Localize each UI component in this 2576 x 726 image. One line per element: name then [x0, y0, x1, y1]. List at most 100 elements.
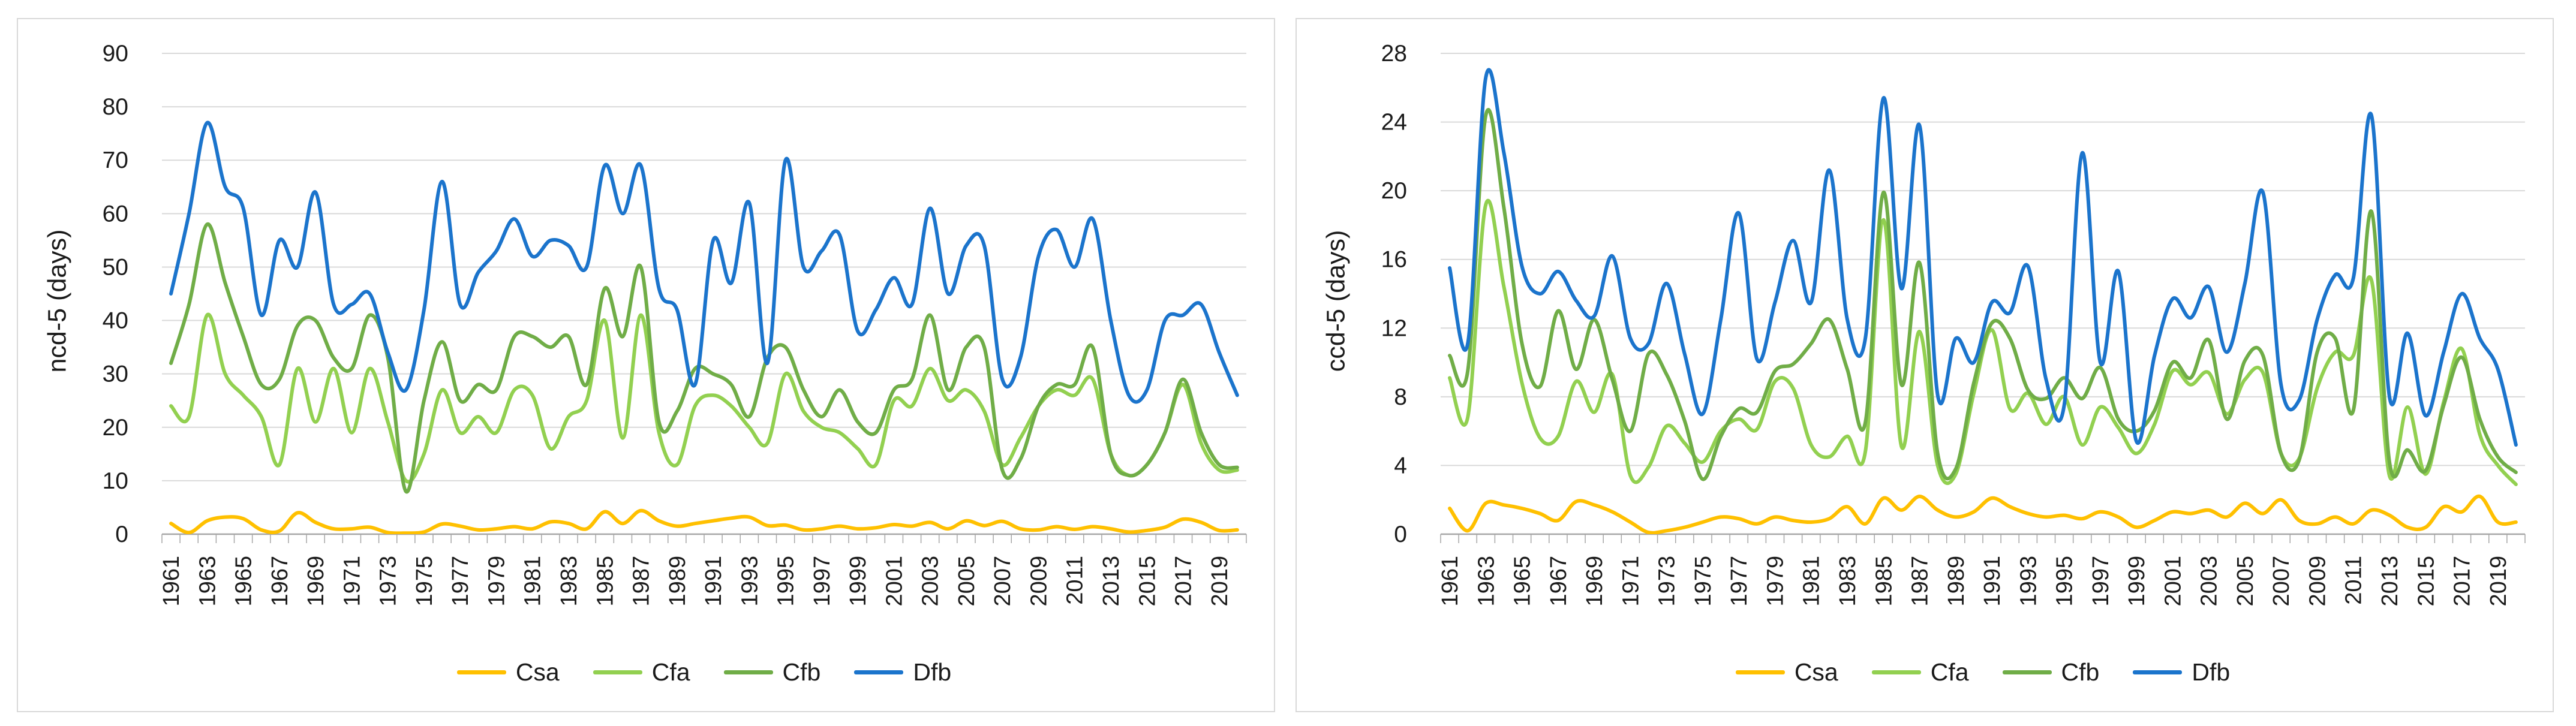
y-tick-label: 30 [103, 362, 128, 387]
x-axis-tick-labels: 1961 1963 1965 1967 1969 1971 1973 1975 1977 1979… [1438, 556, 2511, 607]
legend-swatch-Csa [456, 670, 506, 674]
legend-swatch-Cfb [723, 670, 773, 674]
x-tick-label: 2013 [2377, 556, 2403, 607]
series-line-Dfb [1448, 68, 2518, 447]
x-tick-label: 1981 [1799, 556, 1824, 607]
legend-swatch-Csa [1735, 670, 1785, 674]
series-line-Cfb [1448, 108, 2518, 481]
x-tick-label: 1991 [1980, 556, 2005, 607]
ccd-5-legend: Csa Cfa Cfb Dfb [1441, 658, 2525, 686]
x-tick-label: 1985 [1871, 556, 1896, 607]
legend-item-Dfb: Dfb [854, 658, 951, 686]
x-tick-label: 1969 [1582, 556, 1607, 607]
x-tick-label: 1981 [521, 556, 546, 607]
gridlines [1441, 53, 2525, 466]
legend-swatch-Dfb [854, 670, 904, 674]
x-tick-label: 2019 [2486, 556, 2511, 607]
y-tick-label: 12 [1381, 315, 1407, 341]
gridlines [162, 53, 1246, 481]
y-tick-label: 90 [103, 41, 128, 67]
y-tick-label: 0 [115, 522, 128, 547]
x-tick-label: 1989 [665, 556, 690, 607]
legend-label: Cfb [2061, 658, 2100, 686]
legend-label: Cfa [651, 658, 690, 686]
x-axis-tick-labels: 1961 1963 1965 1967 1969 1971 1973 1975 1977 1979… [159, 556, 1233, 607]
legend-label: Csa [515, 658, 560, 686]
ncd-5-chart-panel: 0 10 20 30 40 50 60 70 80 90 1961 1963 1965 1967 1969 1… [17, 18, 1275, 712]
x-tick-label: 1961 [1438, 556, 1463, 607]
series-line-Dfb [169, 121, 1239, 404]
x-tick-label: 1993 [737, 556, 762, 607]
x-tick-label: 1965 [1510, 556, 1535, 607]
legend-label: Csa [1794, 658, 1838, 686]
ccd-5-chart-svg: 0 4 8 12 16 20 24 28 1961 1963 1965 1967 1969 1971 197… [1381, 41, 2526, 607]
x-tick-label: 1989 [1944, 556, 1969, 607]
x-tick-label: 2007 [990, 556, 1015, 607]
ccd-5-chart-panel: 0 4 8 12 16 20 24 28 1961 1963 1965 1967 1969 1971 197… [1295, 18, 2554, 712]
x-tick-label: 1997 [2088, 556, 2114, 607]
y-tick-label: 80 [103, 94, 128, 120]
y-tick-label: 40 [103, 308, 128, 334]
x-tick-label: 1985 [593, 556, 618, 607]
x-tick-label: 1987 [1908, 556, 1933, 607]
y-axis-tick-labels: 0 4 8 12 16 20 24 28 [1381, 41, 1407, 547]
x-tick-label: 2009 [2306, 556, 2331, 607]
x-tick-label: 1975 [412, 556, 437, 607]
y-tick-label: 10 [103, 468, 128, 494]
x-tick-label: 1977 [448, 556, 473, 607]
x-tick-label: 1993 [2016, 556, 2041, 607]
y-tick-label: 20 [103, 415, 128, 441]
x-tick-label: 1999 [2124, 556, 2150, 607]
x-tick-label: 2001 [882, 556, 907, 607]
x-tick-label: 2009 [1027, 556, 1052, 607]
x-axis [161, 533, 1247, 543]
legend-item-Cfb: Cfb [723, 658, 821, 686]
ncd-5-legend: Csa Cfa Cfb Dfb [162, 658, 1246, 686]
x-tick-label: 1963 [1474, 556, 1499, 607]
series-line-Csa [169, 508, 1239, 534]
series-line-Cfb [169, 222, 1239, 494]
legend-label: Cfb [782, 658, 821, 686]
legend-item-Csa: Csa [1735, 658, 1838, 686]
x-tick-label: 2019 [1207, 556, 1233, 607]
x-tick-label: 2017 [2450, 556, 2475, 607]
legend-label: Dfb [2192, 658, 2231, 686]
x-tick-label: 1975 [1691, 556, 1716, 607]
x-tick-label: 2001 [2160, 556, 2186, 607]
x-tick-label: 1965 [232, 556, 257, 607]
x-tick-label: 1995 [2052, 556, 2078, 607]
x-tick-label: 1991 [701, 556, 726, 607]
legend-swatch-Cfb [2002, 670, 2052, 674]
x-tick-label: 2013 [1099, 556, 1124, 607]
x-tick-label: 1979 [485, 556, 510, 607]
x-tick-label: 1995 [774, 556, 799, 607]
x-tick-label: 1979 [1763, 556, 1789, 607]
y-tick-label: 50 [103, 254, 128, 280]
ccd-5-y-axis-title: ccd-5 (days) [1321, 230, 1351, 372]
x-tick-label: 2015 [2413, 556, 2439, 607]
x-tick-label: 2003 [2197, 556, 2222, 607]
legend-label: Dfb [913, 658, 952, 686]
x-tick-label: 2005 [2233, 556, 2258, 607]
legend-item-Dfb: Dfb [2133, 658, 2230, 686]
series-lines [1448, 68, 2518, 534]
legend-swatch-Cfa [593, 670, 642, 674]
y-tick-label: 60 [103, 201, 128, 227]
series-lines [169, 121, 1239, 534]
legend-swatch-Cfa [1871, 670, 1921, 674]
y-tick-label: 24 [1381, 110, 1407, 135]
legend-swatch-Dfb [2133, 670, 2183, 674]
two-panel-line-chart-figure: 0 10 20 30 40 50 60 70 80 90 1961 1963 1965 1967 1969 1… [17, 18, 2554, 712]
x-tick-label: 1983 [557, 556, 582, 607]
legend-item-Cfa: Cfa [1871, 658, 1969, 686]
x-tick-label: 1969 [303, 556, 329, 607]
x-tick-label: 1971 [339, 556, 365, 607]
x-tick-label: 2007 [2269, 556, 2294, 607]
x-tick-label: 2011 [2341, 556, 2367, 605]
y-tick-label: 70 [103, 147, 128, 173]
x-tick-label: 1983 [1835, 556, 1860, 607]
x-tick-label: 2003 [918, 556, 943, 607]
x-tick-label: 1961 [159, 556, 184, 607]
legend-label: Cfa [1930, 658, 1969, 686]
